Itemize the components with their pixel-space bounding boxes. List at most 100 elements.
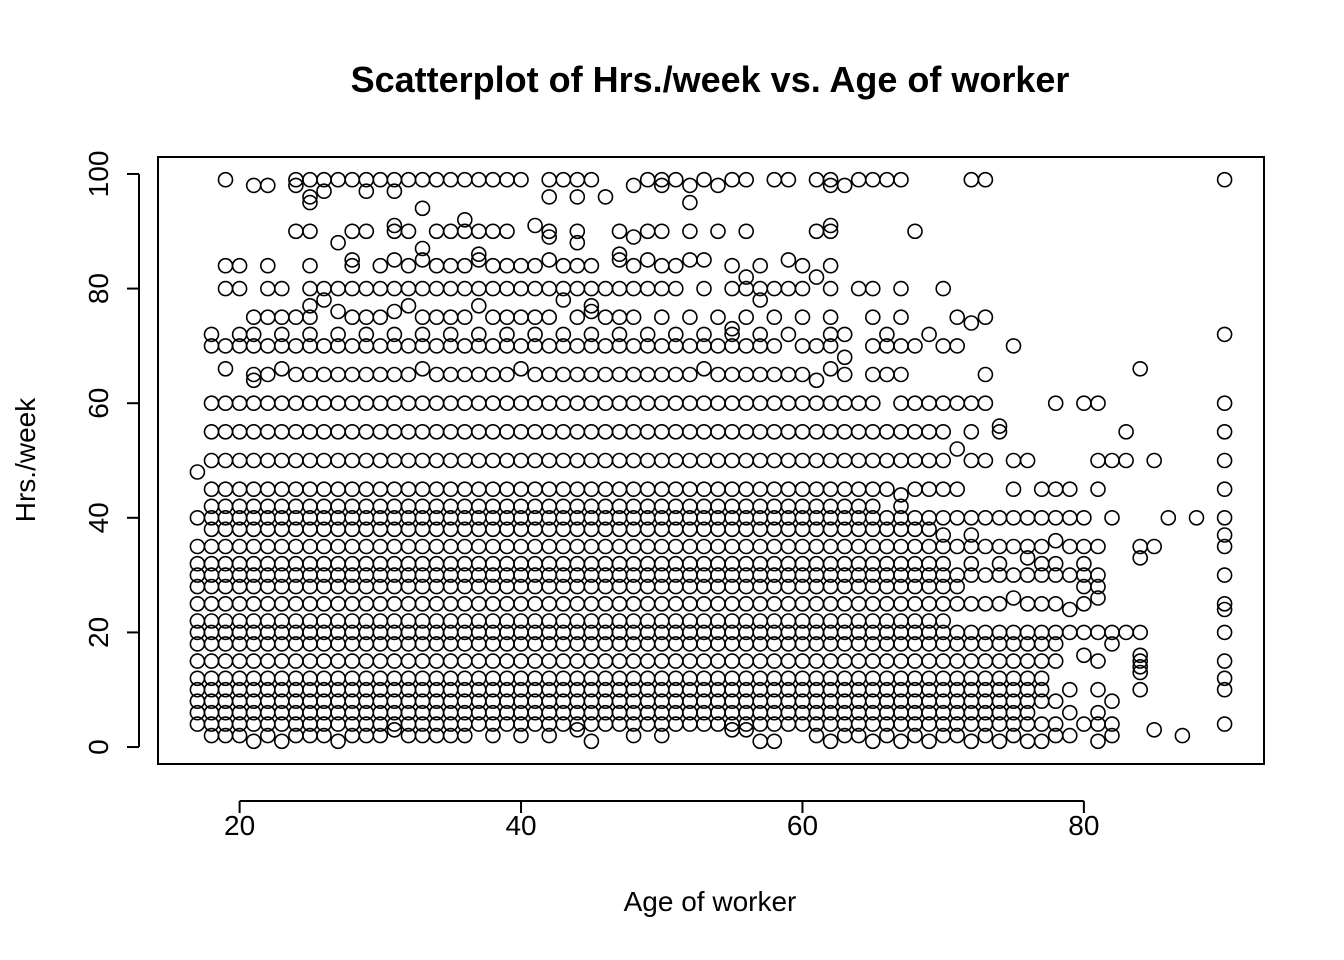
data-point bbox=[864, 171, 881, 188]
data-point bbox=[710, 538, 726, 555]
data-point bbox=[1033, 681, 1050, 698]
data-point bbox=[752, 538, 769, 555]
data-point bbox=[442, 595, 459, 612]
data-point bbox=[1216, 595, 1233, 612]
data-point bbox=[414, 252, 431, 268]
data-point bbox=[1216, 670, 1233, 687]
data-point bbox=[541, 229, 558, 245]
data-point bbox=[808, 171, 825, 188]
data-point bbox=[358, 423, 375, 440]
data-point bbox=[963, 527, 980, 543]
data-point bbox=[611, 280, 628, 297]
data-point bbox=[485, 309, 501, 326]
data-point bbox=[470, 595, 487, 612]
data-point bbox=[1005, 509, 1022, 526]
data-point bbox=[611, 481, 628, 498]
data-point bbox=[864, 452, 881, 469]
data-point bbox=[780, 653, 797, 669]
data-point bbox=[330, 171, 346, 188]
data-point bbox=[907, 481, 923, 498]
data-point bbox=[569, 595, 586, 612]
data-point bbox=[302, 223, 318, 240]
data-point bbox=[414, 200, 431, 217]
data-point bbox=[541, 171, 558, 188]
data-point bbox=[1104, 509, 1120, 526]
data-point bbox=[583, 395, 600, 412]
data-point bbox=[991, 733, 1008, 750]
data-point bbox=[456, 653, 473, 669]
data-point bbox=[724, 366, 740, 383]
data-point bbox=[442, 538, 459, 555]
data-point bbox=[428, 366, 445, 383]
data-point bbox=[696, 395, 712, 412]
data-point bbox=[724, 257, 740, 274]
data-point bbox=[456, 727, 473, 744]
data-point bbox=[470, 280, 487, 297]
data-point bbox=[400, 171, 417, 188]
data-point bbox=[935, 527, 952, 543]
data-point bbox=[358, 280, 375, 297]
data-point bbox=[499, 257, 515, 274]
data-point bbox=[738, 721, 755, 738]
data-point bbox=[555, 292, 572, 308]
data-point bbox=[864, 395, 881, 412]
data-point bbox=[485, 338, 501, 354]
data-point bbox=[921, 595, 937, 612]
data-point bbox=[710, 395, 726, 412]
data-point bbox=[667, 280, 684, 297]
data-point bbox=[442, 223, 459, 240]
data-point bbox=[625, 727, 642, 744]
data-point bbox=[1118, 452, 1134, 469]
data-point bbox=[850, 280, 867, 297]
data-point bbox=[358, 653, 375, 669]
data-point bbox=[344, 338, 361, 354]
data-point bbox=[653, 395, 670, 412]
data-point bbox=[1033, 653, 1050, 669]
data-point bbox=[1132, 360, 1148, 377]
data-point bbox=[710, 223, 726, 240]
data-point bbox=[794, 538, 811, 555]
data-point bbox=[541, 252, 558, 268]
data-point bbox=[428, 653, 445, 669]
data-point bbox=[231, 395, 248, 412]
data-point bbox=[527, 395, 543, 412]
data-point bbox=[555, 538, 572, 555]
data-point bbox=[499, 653, 515, 669]
data-point bbox=[470, 481, 487, 498]
data-point bbox=[189, 509, 206, 526]
data-point bbox=[1216, 423, 1233, 440]
data-point bbox=[1174, 727, 1191, 744]
data-point bbox=[822, 360, 839, 377]
data-point bbox=[808, 538, 825, 555]
data-point bbox=[639, 452, 656, 469]
data-point bbox=[414, 171, 431, 188]
data-point bbox=[597, 366, 614, 383]
data-point bbox=[499, 595, 515, 612]
data-point bbox=[1019, 550, 1036, 566]
data-point bbox=[738, 395, 755, 412]
data-point bbox=[780, 538, 797, 555]
data-point bbox=[541, 423, 558, 440]
data-point bbox=[935, 395, 952, 412]
data-point bbox=[428, 338, 445, 354]
data-point bbox=[1005, 452, 1022, 469]
data-point bbox=[864, 366, 881, 383]
data-point bbox=[653, 309, 670, 326]
data-point bbox=[231, 280, 248, 297]
data-point bbox=[667, 538, 684, 555]
data-point bbox=[456, 366, 473, 383]
data-point bbox=[231, 538, 248, 555]
data-point bbox=[949, 727, 966, 744]
data-point bbox=[569, 653, 586, 669]
data-point bbox=[372, 423, 389, 440]
data-point bbox=[442, 395, 459, 412]
data-point bbox=[639, 326, 656, 343]
data-point bbox=[485, 595, 501, 612]
data-point bbox=[470, 171, 487, 188]
data-point bbox=[499, 366, 515, 383]
data-point bbox=[344, 257, 361, 274]
data-point bbox=[273, 452, 290, 469]
data-point bbox=[682, 309, 698, 326]
data-point bbox=[963, 452, 980, 469]
data-point bbox=[597, 595, 614, 612]
